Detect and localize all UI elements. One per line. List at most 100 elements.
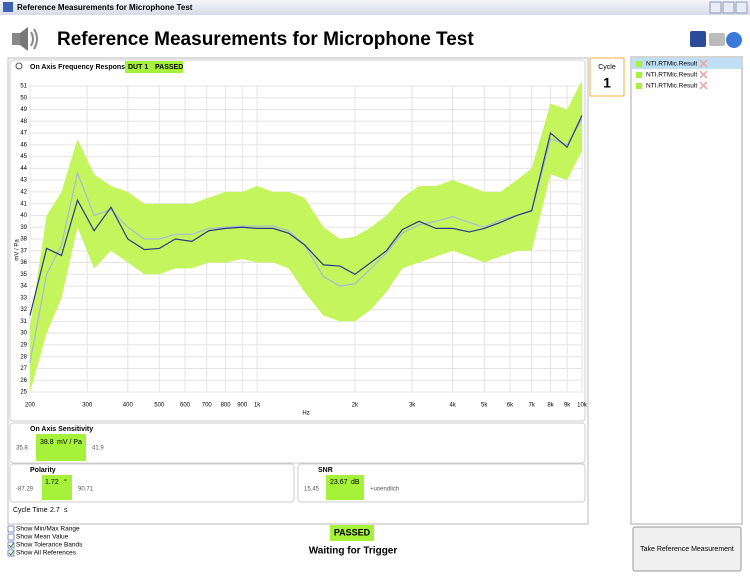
selected-row	[632, 58, 741, 69]
sensitivity-title: On Axis Sensitivity	[30, 426, 93, 433]
minimize-button[interactable]	[709, 1, 722, 14]
cycle-time-value: 2.7	[50, 507, 60, 514]
x-tick-label: 600	[180, 403, 191, 409]
y-tick-label: 27	[20, 366, 27, 372]
x-tick-label: 800	[221, 403, 232, 409]
y-tick-label: 26	[20, 378, 27, 384]
y-tick-label: 41	[20, 201, 27, 207]
result-item[interactable]: NTI.RTMic.Result	[646, 61, 697, 68]
series-line	[29, 115, 583, 316]
y-tick-label: 42	[20, 190, 27, 196]
print-icon[interactable]	[709, 33, 725, 46]
checkbox-label: Show Min/Max Range	[16, 526, 80, 533]
button-label: Take Reference Measurement	[640, 546, 734, 553]
y-tick-label: 25	[20, 390, 27, 396]
result-swatch	[636, 72, 642, 78]
dut-label: DUT 1	[128, 64, 148, 71]
y-tick-label: 36	[20, 260, 27, 266]
y-tick-label: 50	[20, 95, 27, 101]
cycle-value: 1	[603, 75, 611, 91]
y-tick-label: 46	[20, 142, 27, 148]
x-tick-label: 9k	[564, 403, 571, 409]
maximize-button[interactable]	[722, 1, 735, 14]
y-tick-label: 28	[20, 354, 27, 360]
check-mark	[8, 550, 14, 556]
zoom-icon[interactable]	[15, 62, 23, 70]
x-tick-label: 200	[25, 403, 36, 409]
x-tick-label: 10k	[577, 403, 588, 409]
y-tick-label: 43	[20, 178, 27, 184]
x-tick-label: 3k	[409, 403, 416, 409]
back-icon[interactable]	[726, 32, 742, 48]
x-axis-label: Hz	[302, 411, 309, 417]
y-tick-label: 39	[20, 225, 27, 231]
polarity-panel	[9, 463, 295, 503]
y-tick-label: 38	[20, 237, 27, 243]
x-tick-label: 400	[123, 403, 134, 409]
y-tick-label: 48	[20, 119, 27, 125]
sensitivity-max: 41.9	[92, 446, 104, 452]
polarity-unit: °	[64, 478, 67, 486]
x-tick-label: 700	[202, 403, 213, 409]
y-tick-label: 47	[20, 131, 27, 137]
y-tick-label: 40	[20, 213, 27, 219]
app-icon	[3, 2, 13, 12]
checkbox[interactable]	[7, 525, 15, 533]
snr-max: +unendlich	[370, 487, 399, 493]
status-message: Waiting for Trigger	[309, 546, 398, 557]
sensitivity-unit: mV / Pa	[57, 439, 82, 446]
y-tick-label: 37	[20, 248, 27, 254]
check-mark	[8, 542, 14, 548]
x-tick-label: 5k	[481, 403, 488, 409]
dut-status: PASSED	[155, 64, 183, 71]
x-tick-label: 2k	[352, 403, 359, 409]
y-tick-label: 30	[20, 331, 27, 337]
x-tick-label: 7k	[529, 403, 536, 409]
title-bar	[0, 0, 750, 15]
result-badge	[330, 525, 374, 541]
y-tick-label: 32	[20, 307, 27, 313]
cycle-time-label: Cycle Time	[13, 507, 48, 514]
window-title: Reference Measurements for Microphone Te…	[17, 3, 193, 12]
checkbox[interactable]	[7, 533, 15, 541]
snr-min: 15.45	[304, 487, 320, 493]
checkbox-label: Show Tolerance Bands	[16, 542, 83, 549]
x-tick-label: 1k	[254, 403, 261, 409]
snr-title: SNR	[318, 467, 333, 474]
sensitivity-min: 35.8	[16, 446, 28, 452]
panel-title: On Axis Frequency Response	[30, 64, 129, 71]
save-icon[interactable]	[690, 31, 706, 47]
y-tick-label: 35	[20, 272, 27, 278]
y-tick-label: 45	[20, 154, 27, 160]
polarity-title: Polarity	[30, 467, 56, 474]
x-tick-label: 4k	[450, 403, 457, 409]
checkbox[interactable]	[7, 549, 15, 557]
result-item[interactable]: NTI.RTMic.Result	[646, 83, 697, 90]
speaker-icon	[12, 27, 38, 51]
remove-icon[interactable]	[699, 81, 708, 90]
results-list	[630, 56, 743, 525]
y-tick-label: 49	[20, 107, 27, 113]
remove-icon[interactable]	[699, 70, 708, 79]
x-tick-label: 500	[154, 403, 165, 409]
take-measurement-button[interactable]	[632, 526, 742, 572]
y-tick-label: 33	[20, 295, 27, 301]
polarity-min: -87.29	[16, 487, 34, 493]
page-title: Reference Measurements for Microphone Te…	[57, 29, 474, 50]
y-tick-label: 44	[20, 166, 27, 172]
result-text: PASSED	[334, 527, 371, 537]
snr-value: 23.67	[330, 479, 348, 486]
result-item[interactable]: NTI.RTMic.Result	[646, 72, 697, 79]
cycle-label: Cycle	[598, 64, 616, 71]
sensitivity-panel	[9, 422, 586, 464]
remove-icon[interactable]	[699, 59, 708, 68]
polarity-value: 1.72	[45, 479, 59, 486]
snr-box	[326, 475, 364, 500]
close-button[interactable]	[735, 1, 748, 14]
cycle-time-unit: s	[64, 507, 68, 514]
checkbox[interactable]	[7, 541, 15, 549]
polarity-max: 90.71	[78, 487, 94, 493]
y-tick-label: 51	[20, 84, 27, 90]
